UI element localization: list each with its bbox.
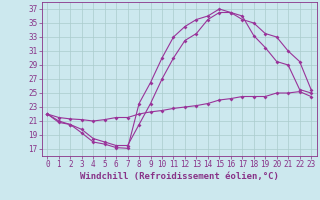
X-axis label: Windchill (Refroidissement éolien,°C): Windchill (Refroidissement éolien,°C) [80,172,279,181]
